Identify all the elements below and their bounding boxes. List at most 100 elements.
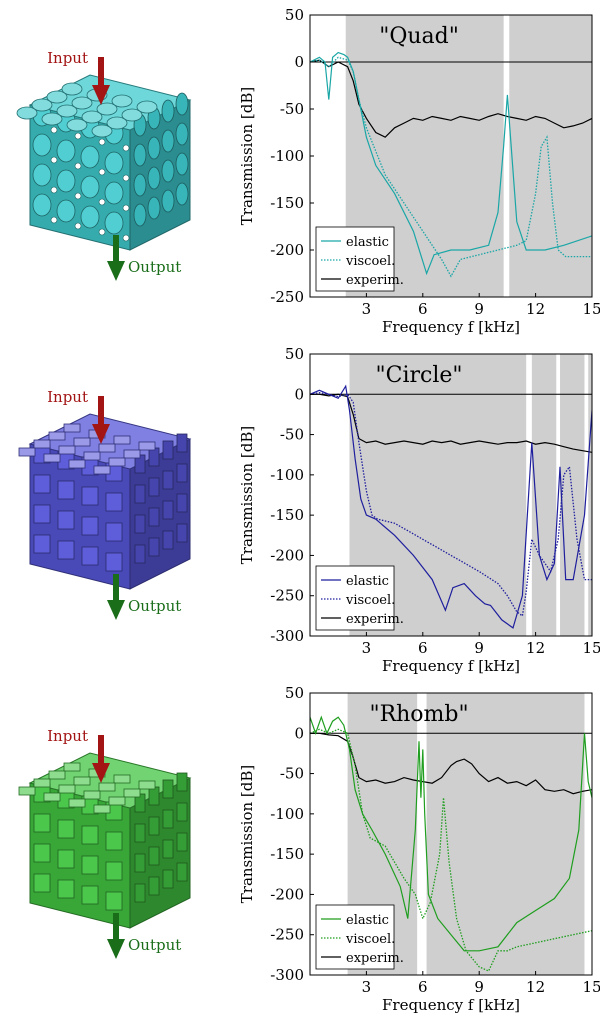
lattice-cell	[148, 786, 160, 806]
lattice-cell	[105, 891, 123, 911]
panel-rhomb: Input Output 3 6 9 12 15 50 0 -50 -100 -150 -200 -25…	[0, 678, 600, 1017]
input-label: Input	[47, 727, 88, 745]
lattice-hole	[98, 228, 106, 236]
lattice-cell	[105, 492, 123, 512]
input-label: Input	[47, 49, 88, 67]
lattice-hole	[122, 234, 130, 242]
y-tick-label: -200	[270, 241, 304, 259]
lattice-cell	[81, 516, 99, 536]
lattice-cell	[147, 136, 161, 160]
y-tick-label: -250	[270, 288, 304, 306]
lattice-cell	[105, 552, 123, 572]
lattice-cell	[134, 823, 146, 843]
x-axis-label: Frequency f [kHz]	[382, 996, 520, 1014]
band-gap-region	[588, 354, 592, 636]
x-tick-label: 15	[582, 978, 600, 996]
input-arrow	[92, 396, 110, 444]
lattice-cell	[56, 104, 78, 118]
input-arrow-head	[92, 424, 110, 444]
y-tick-label: -50	[280, 426, 304, 444]
x-tick-label: 15	[582, 639, 600, 657]
output-arrow-head	[107, 261, 125, 281]
output-arrow	[107, 913, 125, 959]
lattice-cell	[57, 480, 75, 500]
series-line-viscoel	[310, 56, 592, 278]
lattice-cell	[123, 449, 141, 459]
lattice-cell	[48, 770, 66, 780]
y-tick-label: 0	[294, 724, 304, 742]
lattice-hole	[98, 138, 106, 146]
output-arrow-shaft	[113, 235, 119, 263]
lattice-cell	[105, 522, 123, 542]
lattice-cell	[57, 510, 75, 530]
y-tick-label: -50	[280, 100, 304, 118]
lattice-cell	[148, 846, 160, 866]
lattice-cell	[176, 802, 188, 822]
lattice-cell	[56, 199, 76, 223]
lattice-cell	[43, 453, 61, 463]
lattice-cell	[104, 151, 124, 175]
y-tick-label: -250	[270, 587, 304, 605]
x-tick-label: 9	[474, 978, 484, 996]
band-gap-region	[509, 15, 592, 297]
lattice-cell	[162, 869, 174, 889]
y-tick-label: 50	[285, 6, 304, 24]
lattice-cell	[134, 514, 146, 534]
output-label: Output	[128, 597, 181, 615]
lattice-cell	[81, 855, 99, 875]
lattice-hole	[74, 132, 82, 140]
lattice-cell	[108, 457, 126, 467]
lattice-cell	[111, 94, 133, 108]
lattice-cell	[83, 451, 101, 461]
lattice-cell	[61, 82, 83, 96]
lattice-cell	[63, 762, 81, 772]
output-arrow-head	[107, 600, 125, 620]
legend: elastic viscoel. experim.	[315, 226, 404, 292]
x-tick-label: 3	[362, 639, 372, 657]
lattice-cell	[33, 504, 51, 524]
lattice-cell	[68, 459, 86, 469]
lattice-cell	[134, 883, 146, 903]
lattice-hole	[74, 162, 82, 170]
lattice-cell	[162, 809, 174, 829]
lattice-cell	[33, 474, 51, 494]
lattice-cell	[162, 440, 174, 460]
y-axis-label: Transmission [dB]	[238, 87, 256, 225]
lattice-cell	[32, 163, 52, 187]
lattice-cell	[162, 500, 174, 520]
plot-frame	[309, 353, 593, 637]
lattice-cell	[18, 786, 36, 796]
lattice-cell	[56, 169, 76, 193]
lattice-illustration: Input Output	[16, 49, 192, 281]
input-label: Input	[47, 388, 88, 406]
lattice-hole	[50, 216, 58, 224]
lattice-cell	[46, 90, 68, 104]
x-tick-label: 12	[526, 300, 545, 318]
output-arrow-shaft	[113, 574, 119, 602]
lattice-illustration: Input Output	[18, 727, 192, 959]
lattice-cell	[133, 203, 147, 227]
lattice-cell	[175, 152, 189, 176]
input-arrow-head	[92, 85, 110, 105]
lattice-cell	[104, 211, 124, 235]
lattice-cell	[68, 798, 86, 808]
lattice-cell	[33, 439, 51, 449]
lattice-cell	[81, 885, 99, 905]
lattice-cell	[176, 832, 188, 852]
lattice-cell	[81, 825, 99, 845]
input-arrow-head	[92, 763, 110, 783]
x-tick-label: 9	[474, 300, 484, 318]
input-arrow-shaft	[98, 57, 104, 87]
legend: elastic viscoel. experim.	[315, 904, 404, 970]
lattice-cell	[96, 102, 118, 116]
legend-entry: experim.	[346, 951, 404, 966]
y-tick-label: -150	[270, 506, 304, 524]
y-tick-label: 50	[285, 345, 304, 363]
lattice-cell	[161, 99, 175, 123]
lattice-cell	[43, 792, 61, 802]
lattice-cell	[33, 534, 51, 554]
lattice-cell	[148, 876, 160, 896]
y-tick-label: -250	[270, 926, 304, 944]
lattice-cell	[138, 780, 156, 790]
lattice-cell	[148, 816, 160, 836]
